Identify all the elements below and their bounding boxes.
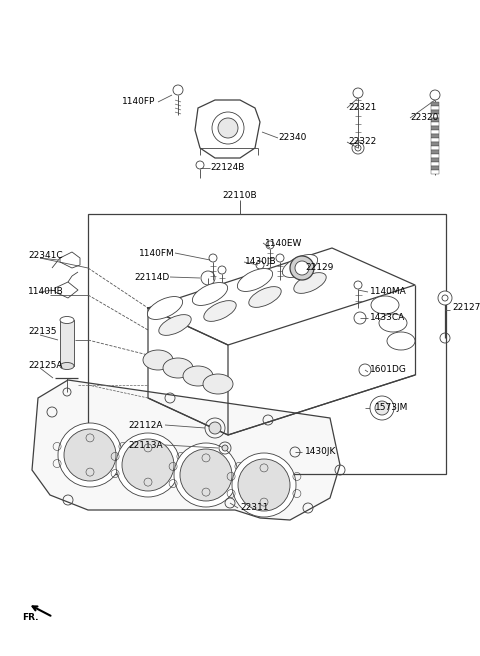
Bar xyxy=(431,134,439,138)
Bar xyxy=(431,110,439,113)
Text: 1433CA: 1433CA xyxy=(370,314,405,323)
Bar xyxy=(431,106,439,110)
Text: 22114D: 22114D xyxy=(135,272,170,281)
Text: 1140FM: 1140FM xyxy=(139,249,175,258)
Bar xyxy=(88,214,446,474)
Ellipse shape xyxy=(60,316,74,323)
Polygon shape xyxy=(195,100,260,158)
Text: 1573JM: 1573JM xyxy=(375,403,408,413)
Text: 1140MA: 1140MA xyxy=(370,287,407,297)
Text: 22135: 22135 xyxy=(28,327,57,337)
Circle shape xyxy=(174,443,238,507)
Circle shape xyxy=(232,453,296,517)
Circle shape xyxy=(290,256,314,280)
Ellipse shape xyxy=(159,315,191,335)
Text: 22113A: 22113A xyxy=(128,440,163,449)
Text: 1430JK: 1430JK xyxy=(305,447,336,457)
Bar xyxy=(431,138,439,142)
Bar xyxy=(431,170,439,173)
Text: 22127A: 22127A xyxy=(452,304,480,312)
Ellipse shape xyxy=(204,300,236,321)
Bar xyxy=(60,320,74,366)
Circle shape xyxy=(212,112,244,144)
Text: 22340: 22340 xyxy=(278,134,306,142)
Ellipse shape xyxy=(294,273,326,293)
Ellipse shape xyxy=(238,268,273,291)
Ellipse shape xyxy=(163,358,193,378)
Text: 22322: 22322 xyxy=(348,138,376,146)
Circle shape xyxy=(116,433,180,497)
Circle shape xyxy=(180,449,232,501)
Circle shape xyxy=(209,422,221,434)
Ellipse shape xyxy=(60,363,74,369)
Text: 22110B: 22110B xyxy=(223,192,257,201)
Bar xyxy=(431,102,439,106)
Bar xyxy=(431,162,439,165)
Text: FR.: FR. xyxy=(22,613,38,623)
Ellipse shape xyxy=(203,374,233,394)
Text: 1140HB: 1140HB xyxy=(28,287,64,297)
Circle shape xyxy=(370,396,394,420)
Bar xyxy=(431,154,439,157)
Text: 22112A: 22112A xyxy=(129,420,163,430)
Circle shape xyxy=(122,439,174,491)
Bar xyxy=(431,122,439,125)
Bar xyxy=(431,130,439,134)
Bar xyxy=(431,158,439,161)
Text: 22320: 22320 xyxy=(410,113,438,123)
Text: 22125A: 22125A xyxy=(28,361,62,369)
Text: 22311: 22311 xyxy=(240,504,268,512)
Text: 22341C: 22341C xyxy=(28,251,62,260)
Ellipse shape xyxy=(147,297,182,319)
Ellipse shape xyxy=(249,287,281,308)
Text: 22321: 22321 xyxy=(348,104,376,112)
Bar xyxy=(431,118,439,121)
Text: 1430JB: 1430JB xyxy=(245,258,276,266)
Ellipse shape xyxy=(371,296,399,314)
Circle shape xyxy=(438,291,452,305)
Ellipse shape xyxy=(192,283,228,306)
Bar xyxy=(431,126,439,129)
Bar xyxy=(431,114,439,117)
Bar xyxy=(431,166,439,169)
Circle shape xyxy=(58,423,122,487)
Bar xyxy=(431,142,439,146)
Circle shape xyxy=(238,459,290,511)
Circle shape xyxy=(375,401,389,415)
Circle shape xyxy=(64,429,116,481)
Circle shape xyxy=(218,118,238,138)
Text: 22129: 22129 xyxy=(305,264,334,272)
Bar xyxy=(431,150,439,154)
Ellipse shape xyxy=(387,332,415,350)
Ellipse shape xyxy=(282,255,318,277)
Circle shape xyxy=(222,445,228,451)
Ellipse shape xyxy=(183,366,213,386)
Bar xyxy=(431,146,439,150)
Ellipse shape xyxy=(379,314,407,332)
Text: 1140EW: 1140EW xyxy=(265,239,302,247)
Polygon shape xyxy=(32,380,340,520)
Text: 22124B: 22124B xyxy=(210,163,244,173)
Text: 1140FP: 1140FP xyxy=(121,98,155,106)
Ellipse shape xyxy=(143,350,173,370)
Circle shape xyxy=(295,261,309,275)
Text: 1601DG: 1601DG xyxy=(370,365,407,375)
